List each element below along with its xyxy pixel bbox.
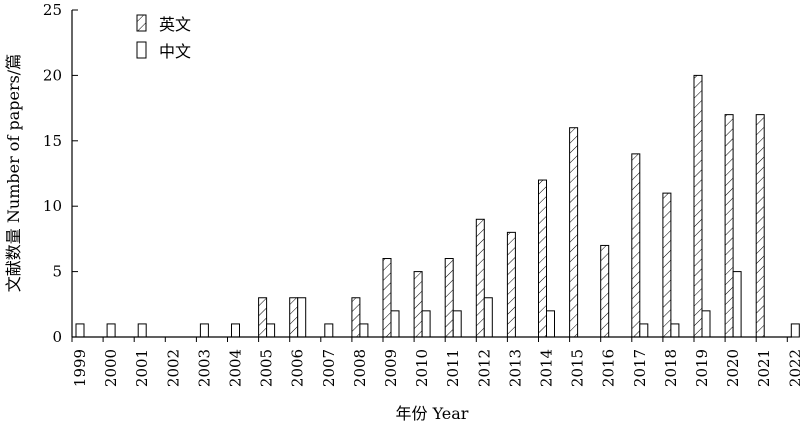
y-tick-label: 0 [52,328,62,346]
bar-chinese-2020 [732,271,742,338]
x-tick-label: 2010 [413,349,431,387]
bar-chinese-2018 [670,323,680,338]
bar-english-2006 [289,297,299,338]
bar-chinese-2011 [452,310,462,338]
bar-chinese-2007 [324,323,334,338]
bar-chinese-1999 [75,323,85,338]
bar-english-2005 [258,297,268,338]
x-tick-label: 2005 [258,349,276,387]
y-tick-label: 20 [43,66,62,84]
bar-chinese-2004 [231,323,240,338]
x-tick-label: 2004 [227,349,245,387]
y-tick-label: 15 [43,132,62,150]
x-tick-label: 2000 [102,349,120,387]
x-tick-label: 2001 [133,349,151,387]
x-tick-label: 2008 [351,349,369,387]
y-axis-title: 文献数量 Number of papers/篇 [4,54,23,292]
bar-chinese-2022 [790,323,800,338]
x-tick-label: 2015 [569,349,587,387]
x-tick-label: 2002 [164,349,182,387]
x-ticks: 1999 2000 2001 2002 2003 2004 2005 2006 2007 2008… [71,337,800,387]
bar-english-2010 [413,271,423,338]
x-tick-label: 2012 [475,349,493,387]
x-tick-label: 2006 [289,349,307,387]
x-tick-label: 2007 [320,349,338,387]
bar-chinese-2001 [137,323,147,338]
bar-chinese-2009 [390,310,400,338]
y-ticks: 0 5 10 15 20 25 [43,1,78,346]
bar-chinese-2003 [199,323,209,338]
legend-swatch-chinese [136,41,147,59]
legend-swatch-english [136,14,147,32]
bar-english-2017 [631,153,641,338]
axes [71,10,792,338]
y-tick-label: 10 [43,197,62,215]
x-tick-label: 2022 [786,349,800,387]
bar-chinese-2000 [106,323,116,338]
bar-english-2012 [475,218,485,338]
legend-label-chinese: 中文 [159,42,191,61]
bar-chinese-2010 [421,310,431,338]
x-tick-label: 2019 [693,349,711,387]
x-tick-label: 2014 [538,349,556,387]
x-tick-label: 2017 [631,349,649,387]
bar-english-2021 [755,114,765,338]
bar-chinese-2012 [483,297,493,338]
x-tick-label: 2013 [506,349,524,387]
legend: 英文 中文 [136,14,191,61]
x-axis-title: 年份 Year [396,404,469,423]
bar-english-2019 [693,74,703,338]
bar-english-2011 [444,258,454,338]
x-tick-label: 2016 [600,349,618,387]
bar-english-2020 [724,114,734,338]
x-tick-label: 2009 [382,349,400,387]
bar-chinese-2006 [297,297,307,338]
x-tick-label: 2020 [724,349,742,387]
bar-english-2018 [662,192,672,338]
legend-label-english: 英文 [159,15,191,34]
bars-layer [75,74,800,338]
bar-english-2008 [351,297,361,338]
x-tick-label: 1999 [71,349,89,387]
bar-chinese-2017 [639,323,649,338]
bar-english-2013 [506,231,516,338]
bar-chinese-2008 [359,323,369,338]
bar-chinese-2014 [546,310,555,338]
x-tick-label: 2003 [195,349,213,387]
x-tick-label: 2018 [662,349,680,387]
bar-english-2014 [538,179,547,338]
x-tick-label: 2021 [755,349,773,387]
y-tick-label: 5 [52,263,62,281]
bar-english-2009 [382,258,392,338]
bar-chinese-2019 [701,310,711,338]
bar-english-2016 [600,244,610,338]
bar-chinese-2005 [266,323,276,338]
y-tick-label: 25 [43,1,62,19]
bar-english-2015 [569,127,579,338]
x-tick-label: 2011 [444,349,462,387]
